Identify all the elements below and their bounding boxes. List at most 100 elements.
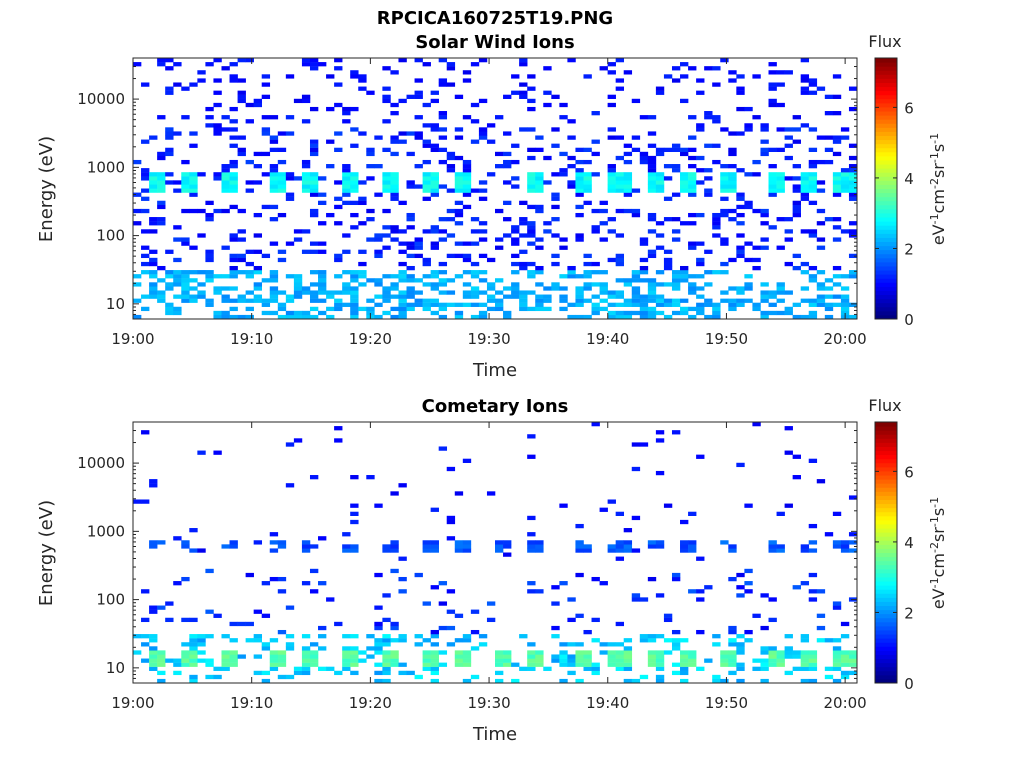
heatmap-cell (808, 548, 818, 553)
heatmap-cell (277, 180, 287, 185)
heatmap-cell (430, 282, 439, 287)
heatmap-cell (784, 237, 793, 242)
heatmap-cell (382, 617, 391, 623)
heatmap-cell (559, 102, 568, 108)
heatmap-cell (688, 192, 697, 197)
heatmap-cell (454, 155, 464, 161)
heatmap-cell (768, 98, 777, 104)
heatmap-cell (696, 180, 705, 185)
heatmap-cell (535, 208, 544, 214)
heatmap-cell (462, 548, 472, 553)
heatmap-cell (615, 544, 625, 549)
heatmap-cell (808, 180, 818, 185)
heatmap-cell (647, 306, 657, 312)
heatmap-cell (832, 662, 842, 667)
heatmap-cell (157, 678, 166, 684)
heatmap-cell (688, 511, 697, 516)
heatmap-cell (495, 115, 504, 120)
heatmap-cell (736, 90, 745, 95)
heatmap-cell (792, 650, 801, 655)
heatmap-cell (237, 654, 246, 659)
heatmap-cell (318, 286, 327, 291)
heatmap-cell (181, 159, 190, 165)
heatmap-cell (808, 650, 818, 655)
heatmap-cell (430, 180, 439, 185)
heatmap-cell (583, 629, 592, 635)
heatmap-cell (221, 168, 230, 173)
heatmap-cell (173, 237, 182, 242)
heatmap-cell (326, 666, 335, 671)
heatmap-cell (816, 638, 826, 643)
heatmap-cell (398, 98, 407, 104)
colorbar-step (875, 314, 897, 320)
heatmap-cell (382, 658, 391, 663)
heatmap-cell (422, 302, 431, 307)
heatmap-cell (189, 658, 198, 663)
heatmap-cell (840, 172, 850, 177)
heatmap-cell (776, 82, 785, 87)
heatmap-cell (229, 274, 238, 279)
heatmap-cell (422, 298, 431, 303)
heatmap-cell (655, 674, 665, 680)
heatmap-cell (655, 662, 665, 667)
heatmap-cell (237, 147, 246, 152)
heatmap-cell (149, 229, 158, 234)
heatmap-cell (784, 217, 793, 222)
heatmap-cell (462, 204, 472, 210)
colorbar-step (875, 605, 897, 611)
heatmap-cell (712, 306, 721, 312)
heatmap-cell (623, 650, 633, 655)
heatmap-cell (253, 286, 263, 291)
heatmap-cell (647, 540, 657, 545)
heatmap-cell (229, 164, 238, 169)
heatmap-cell (567, 270, 576, 275)
heatmap-cell (623, 310, 633, 316)
heatmap-cell (631, 678, 641, 684)
heatmap-cell (309, 475, 319, 480)
heatmap-cell (382, 678, 391, 684)
heatmap-cell (599, 286, 608, 291)
heatmap-cell (301, 98, 311, 104)
heatmap-cell (342, 119, 351, 124)
heatmap-cell (430, 662, 439, 667)
heatmap-cell (720, 678, 729, 684)
heatmap-cell (133, 192, 142, 197)
heatmap-cell (181, 282, 190, 287)
heatmap-cell (647, 131, 657, 136)
heatmap-cell (840, 188, 850, 193)
heatmap-cell (181, 658, 190, 663)
heatmap-cell (229, 265, 238, 271)
heatmap-cell (213, 78, 222, 83)
heatmap-cell (744, 589, 753, 594)
heatmap-cell (728, 172, 737, 177)
heatmap-cell (511, 294, 520, 299)
heatmap-cell (527, 241, 536, 246)
heatmap-cell (760, 294, 769, 299)
colorbar-step (875, 564, 897, 570)
colorbar-step (875, 58, 897, 63)
heatmap-cell (229, 544, 238, 549)
heatmap-cell (438, 237, 448, 242)
heatmap-cell (832, 544, 842, 549)
heatmap-cell (293, 314, 303, 320)
heatmap-cell (374, 233, 383, 238)
heatmap-cell (229, 662, 238, 667)
heatmap-cell (261, 642, 271, 647)
heatmap-cell (768, 192, 777, 197)
heatmap-cell (229, 172, 238, 177)
heatmap-cell (495, 540, 504, 545)
heatmap-cell (149, 654, 158, 659)
heatmap-cell (776, 548, 785, 553)
heatmap-cell (680, 650, 689, 655)
heatmap-cell (237, 229, 246, 234)
heatmap-cell (390, 172, 399, 177)
heatmap-cell (808, 90, 818, 95)
heatmap-cell (615, 662, 625, 667)
heatmap-cell (462, 257, 472, 263)
heatmap-cell (800, 662, 810, 667)
heatmap-cell (800, 678, 810, 684)
heatmap-cell (535, 245, 544, 250)
heatmap-cell (655, 544, 665, 549)
heatmap-cell (615, 548, 625, 553)
heatmap-cell (655, 298, 665, 303)
